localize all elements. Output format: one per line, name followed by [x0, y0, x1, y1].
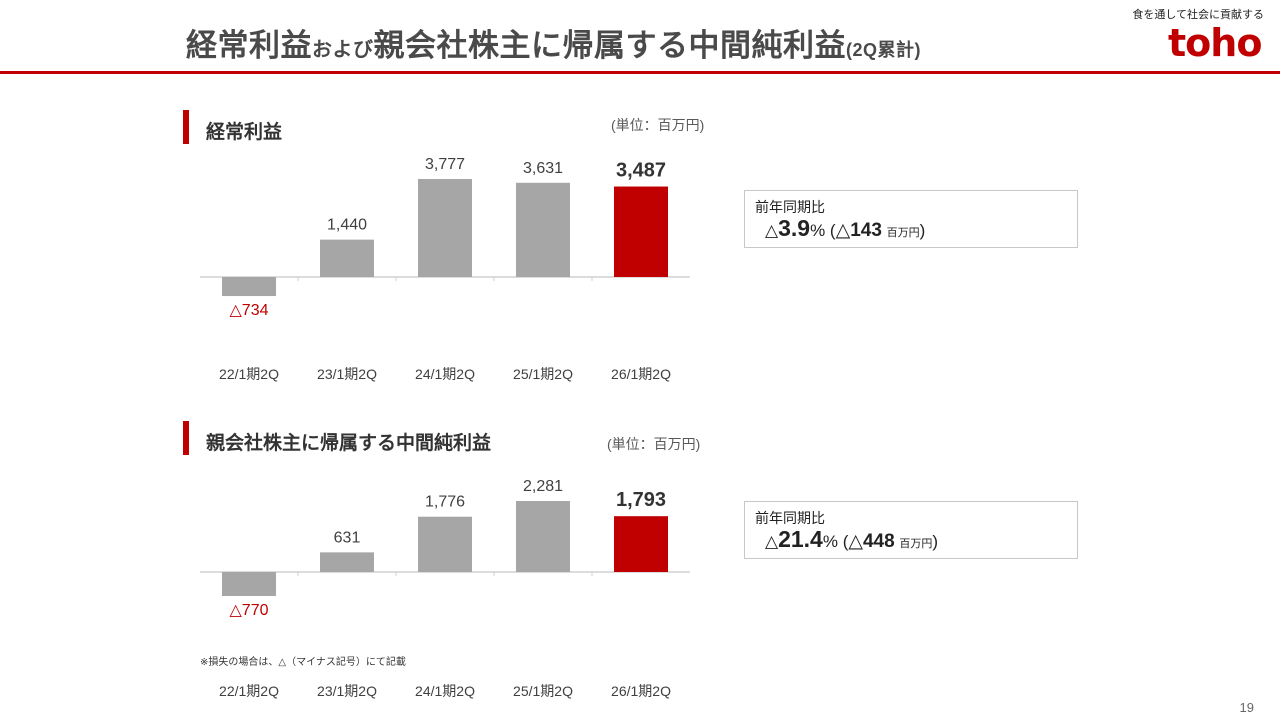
bar-chart-net-income: △770 22/1期2Q 631 23/1期2Q 1,776 24/1期2Q 2,281 25…: [200, 478, 690, 699]
category-label: 25/1期2Q: [513, 683, 573, 699]
category-label: 23/1期2Q: [317, 683, 377, 699]
data-label: 3,631: [523, 160, 563, 177]
comparison-box-ordinary-profit: 前年同期比 △3.9% (△143 百万円): [744, 190, 1078, 248]
section-marker-net-income: [183, 421, 189, 455]
data-label: 631: [334, 529, 361, 546]
category-label: 25/1期2Q: [513, 366, 573, 382]
section-title-ordinary-profit: 経常利益: [206, 122, 283, 143]
data-label: △770: [230, 602, 269, 619]
change-sign: △: [765, 221, 779, 240]
company-tagline: 食を通して社会に貢献する: [1132, 9, 1264, 21]
unit-label-ordinary-profit: (単位：百万円): [611, 117, 705, 133]
category-label: 24/1期2Q: [415, 683, 475, 699]
bar-24/1期2Q: [418, 179, 472, 277]
comparison-box-net-income: 前年同期比 △21.4% (△448 百万円): [744, 501, 1078, 559]
page-number: 19: [1239, 700, 1254, 715]
bar-26/1期2Q: [614, 186, 668, 277]
change-amount: △448: [848, 531, 895, 552]
company-logo: toho: [1168, 21, 1262, 65]
change-percent: 21.4: [778, 526, 823, 552]
category-label: 22/1期2Q: [219, 683, 279, 699]
amount-unit: 百万円: [899, 538, 933, 550]
chart-net-income: △770 22/1期2Q 631 23/1期2Q 1,776 24/1期2Q 2,281 25…: [180, 470, 720, 705]
data-label: 1,776: [425, 494, 465, 511]
bar-25/1期2Q: [516, 182, 570, 277]
bar-24/1期2Q: [418, 516, 472, 572]
data-label: 1,793: [616, 489, 666, 511]
bar-23/1期2Q: [320, 552, 374, 572]
title-main-1: 経常利益: [186, 28, 312, 63]
category-label: 22/1期2Q: [219, 366, 279, 382]
data-label: 1,440: [327, 217, 367, 234]
unit-label-net-income: (単位：百万円): [607, 436, 701, 452]
section-title-net-income: 親会社株主に帰属する中間純利益: [206, 433, 492, 454]
paren-close: ): [919, 221, 926, 240]
loss-footnote: ※損失の場合は、△（マイナス記号）にて記載: [200, 657, 406, 668]
paren-open: (: [825, 221, 836, 240]
data-label: 3,777: [425, 156, 465, 173]
percent-sign: %: [822, 532, 838, 551]
title-main-2: 親会社株主に帰属する中間純利益: [373, 28, 846, 63]
title-connector: および: [312, 39, 374, 61]
bar-22/1期2Q: [222, 572, 276, 596]
title-suffix: (2Q累計): [846, 40, 921, 60]
chart-ordinary-profit: △734 22/1期2Q 1,440 23/1期2Q 3,777 24/1期2Q 3,631…: [180, 148, 720, 388]
data-label: 3,487: [616, 160, 666, 182]
category-label: 26/1期2Q: [611, 683, 671, 699]
amount-unit: 百万円: [886, 227, 920, 239]
data-label: △734: [230, 302, 269, 319]
category-label: 26/1期2Q: [611, 366, 671, 382]
bar-23/1期2Q: [320, 239, 374, 277]
change-sign: △: [765, 532, 779, 551]
bar-26/1期2Q: [614, 516, 668, 572]
bar-25/1期2Q: [516, 501, 570, 572]
paren-open: (: [837, 532, 849, 551]
bar-chart-ordinary-profit: △734 22/1期2Q 1,440 23/1期2Q 3,777 24/1期2Q 3,631…: [200, 156, 690, 382]
data-label: 2,281: [523, 478, 563, 495]
change-amount: △143: [835, 220, 882, 241]
comparison-label: 前年同期比: [755, 199, 825, 215]
bar-22/1期2Q: [222, 277, 276, 297]
paren-close: ): [932, 532, 939, 551]
comparison-label: 前年同期比: [755, 510, 825, 526]
category-label: 23/1期2Q: [317, 366, 377, 382]
percent-sign: %: [810, 221, 826, 240]
comparison-value: △3.9% (△143 百万円): [765, 215, 925, 242]
comparison-value: △21.4% (△448 百万円): [765, 526, 938, 553]
change-percent: 3.9: [778, 215, 811, 241]
page-title: 経常利益および親会社株主に帰属する中間純利益(2Q累計): [186, 20, 921, 65]
header-divider: [0, 71, 1280, 74]
section-marker-ordinary-profit: [183, 110, 189, 144]
category-label: 24/1期2Q: [415, 366, 475, 382]
